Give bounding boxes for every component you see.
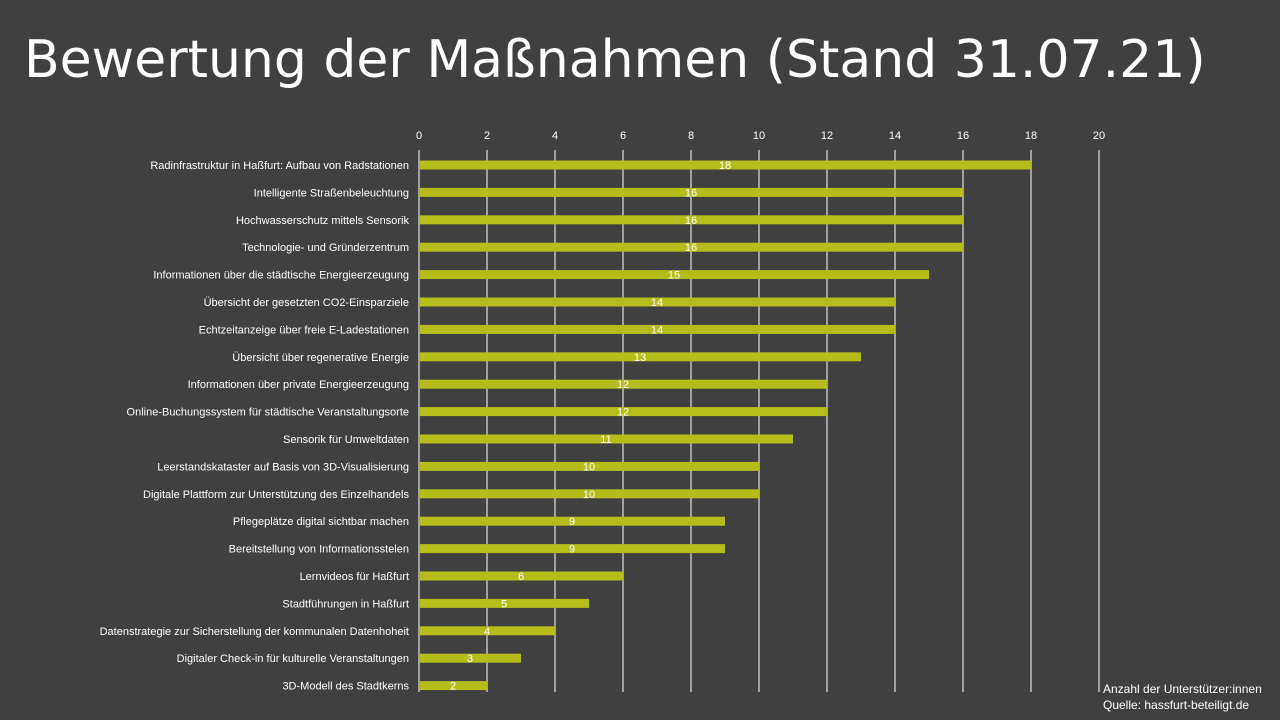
bar [419,407,827,417]
category-label: Online-Buchungssystem für städtische Ver… [127,407,409,419]
category-label: Informationen über die städtische Energi… [153,270,409,282]
bar [419,516,725,526]
footnote: Anzahl der Unterstützer:innen Quelle: ha… [1103,681,1262,713]
x-tick-label: 12 [821,130,833,142]
x-tick-label: 0 [416,130,422,142]
data-label: 16 [685,215,697,227]
category-label: Bereitstellung von Informationsstelen [229,544,409,556]
category-label: Informationen über private Energieerzeug… [188,379,409,391]
bar [419,187,963,197]
bar [419,489,759,499]
data-label: 5 [501,598,507,610]
data-label: 12 [617,379,629,391]
category-label: Echtzeitanzeige über freie E-Ladestation… [199,324,409,336]
bar [419,571,623,581]
data-label: 16 [685,242,697,254]
bar [419,681,487,691]
bar [419,215,963,225]
x-tick-label: 10 [753,130,765,142]
category-label: Digitaler Check-in für kulturelle Verans… [177,653,409,665]
category-label: Sensorik für Umweltdaten [283,434,409,446]
data-labels: 18 16 16 16 15 14 14 13 12 12 11 10 10 9 9 6 5 4 3 2 [450,160,731,693]
category-label: Lernvideos für Haßfurt [300,571,409,583]
category-label: Intelligente Straßenbeleuchtung [254,187,409,199]
bar [419,324,895,334]
x-tick-label: 6 [620,130,626,142]
bar [419,598,589,608]
bar [419,270,929,280]
bar [419,626,555,636]
data-label: 11 [600,434,611,446]
data-label: 9 [569,544,575,556]
bar [419,461,759,471]
data-label: 18 [719,160,731,172]
data-label: 15 [668,270,680,282]
bar [419,544,725,554]
data-label: 16 [685,187,697,199]
data-label: 6 [518,571,524,583]
category-label: 3D-Modell des Stadtkerns [282,681,409,693]
category-label: Datenstrategie zur Sicherstellung der ko… [100,626,409,638]
category-label: Leerstandskataster auf Basis von 3D-Visu… [157,461,409,473]
data-label: 12 [617,407,629,419]
category-label: Pflegeplätze digital sichtbar machen [233,516,409,528]
bar [419,352,861,362]
category-label: Stadtführungen in Haßfurt [282,598,409,610]
footnote-unit: Anzahl der Unterstützer:innen [1103,682,1262,696]
category-label: Hochwasserschutz mittels Sensorik [236,215,410,227]
x-tick-label: 20 [1093,130,1105,142]
category-labels: Radinfrastruktur in Haßfurt: Aufbau von … [100,160,410,693]
category-label: Übersicht der gesetzten CO2-Einsparziele [204,297,409,309]
bar [419,242,963,252]
data-label: 10 [583,461,595,473]
x-axis-ticks: 0 2 4 6 8 10 12 14 16 18 20 [416,130,1105,142]
bar [419,379,827,389]
category-label: Radinfrastruktur in Haßfurt: Aufbau von … [150,160,409,172]
category-label: Übersicht über regenerative Energie [232,352,409,364]
data-label: 14 [651,324,663,336]
x-tick-label: 18 [1025,130,1037,142]
gridlines [418,150,1100,692]
data-label: 13 [634,352,646,364]
x-tick-label: 16 [957,130,969,142]
data-label: 10 [583,489,595,501]
data-label: 3 [467,653,473,665]
x-tick-label: 8 [688,130,694,142]
x-tick-label: 2 [484,130,490,142]
data-label: 2 [450,681,456,693]
data-label: 14 [651,297,663,309]
category-label: Technologie- und Gründerzentrum [242,242,409,254]
bar [419,434,793,444]
x-tick-label: 14 [889,130,901,142]
chart-title: Bewertung der Maßnahmen (Stand 31.07.21) [24,30,1206,90]
category-label: Digitale Plattform zur Unterstützung des… [143,489,409,501]
x-tick-label: 4 [552,130,558,142]
bar [419,297,895,307]
footnote-source: Quelle: hassfurt-beteiligt.de [1103,698,1250,712]
data-label: 9 [569,516,575,528]
bars [419,160,1031,691]
bar [419,160,1031,170]
bar [419,653,521,663]
data-label: 4 [484,626,490,638]
